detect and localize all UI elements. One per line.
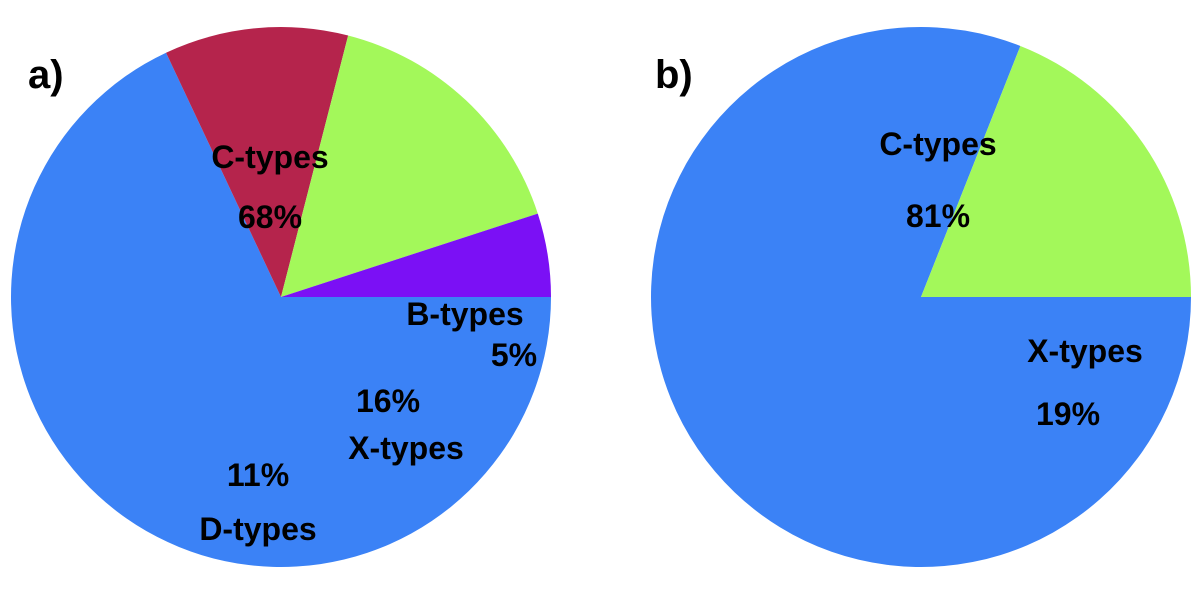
pie-slice-b-types-a: [281, 213, 551, 297]
panel-label-b: b): [655, 53, 693, 97]
c-types-percent-label-a: 68%: [238, 199, 302, 235]
x-types-name-label-a: X-types: [348, 430, 464, 466]
c-types-name-label-a: C-types: [211, 139, 328, 175]
b-types-name-label-a: B-types: [406, 296, 523, 332]
x-types-name-label-b: X-types: [1027, 333, 1143, 369]
d-types-percent-label-a: 11%: [227, 457, 289, 493]
x-types-percent-label-b: 19%: [1036, 396, 1100, 432]
c-types-percent-label-b: 81%: [906, 198, 970, 234]
pie-slice-c-types-a: [10, 52, 551, 568]
b-types-percent-label-a: 5%: [491, 337, 537, 373]
pie-slice-x-types-a: [281, 35, 538, 297]
x-types-percent-label-a: 16%: [356, 383, 420, 419]
panel-label-a: a): [28, 53, 64, 97]
pie-chart-b: b) C-types 81% X-types 19%: [650, 27, 1191, 568]
pie-slice-d-types-a: [166, 26, 349, 298]
c-types-name-label-b: C-types: [879, 126, 996, 162]
pie-chart-a: a) C-types 68% B-types 5% 16% X-types 11…: [10, 26, 551, 568]
d-types-name-label-a: D-types: [199, 511, 316, 547]
pie-slice-x-types-b: [921, 45, 1191, 298]
pie-slice-c-types-b: [650, 27, 1191, 568]
